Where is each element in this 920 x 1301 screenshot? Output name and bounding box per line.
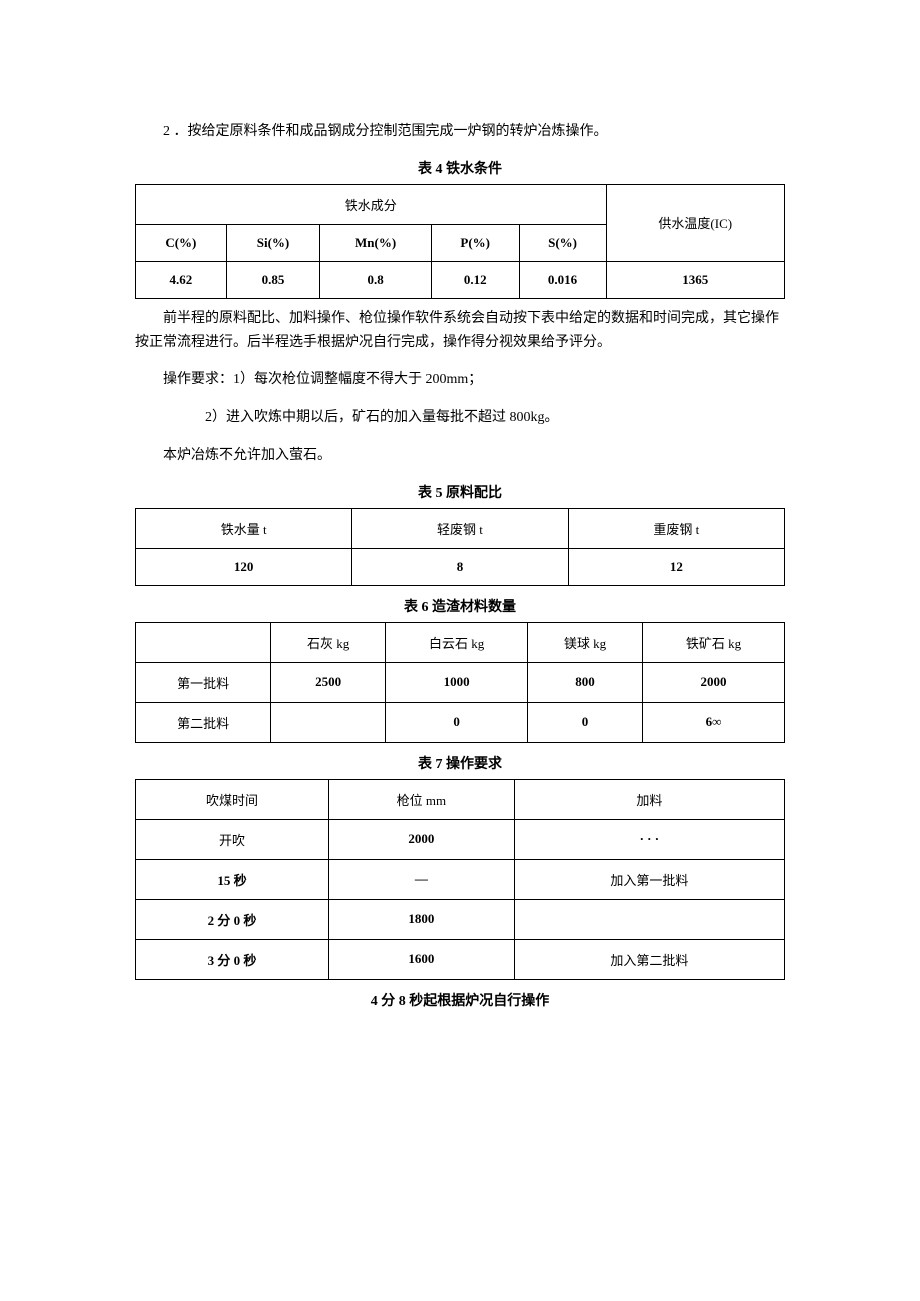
table5-c0: 120 [136, 548, 352, 585]
table5-h1: 轻废钢 t [352, 508, 568, 548]
table6-h4: 铁矿石 kg [643, 622, 785, 662]
table4-h4: S(%) [519, 224, 606, 261]
table4-h2: Mn(%) [320, 224, 432, 261]
table7-caption: 表 7 操作要求 [135, 753, 785, 773]
table5-h0: 铁水量 t [136, 508, 352, 548]
table6-r1c0: 第二批料 [136, 702, 271, 742]
table6-r0c0: 第一批料 [136, 662, 271, 702]
table7-r2c2 [514, 899, 784, 939]
table5-h2: 重废钢 t [568, 508, 784, 548]
table7-h0: 吹煤时间 [136, 779, 329, 819]
table5-caption: 表 5 原料配比 [135, 482, 785, 502]
desc-paragraph: 前半程的原料配比、加料操作、枪位操作软件系统会自动按下表中给定的数据和时间完成，… [135, 307, 785, 355]
table6-h2: 白云石 kg [386, 622, 528, 662]
table6-r1c3: 0 [528, 702, 643, 742]
table4-c0: 4.62 [136, 261, 227, 298]
table4: 铁水成分 供水温度(IC) C(%) Si(%) Mn(%) P(%) S(%)… [135, 184, 785, 299]
table4-c2: 0.8 [320, 261, 432, 298]
table5-c1: 8 [352, 548, 568, 585]
table6-r1c2: 0 [386, 702, 528, 742]
table7-r0c2: · · · [514, 819, 784, 859]
table5: 铁水量 t 轻废钢 t 重废钢 t 120 8 12 [135, 508, 785, 586]
table4-temp-header: 供水温度(IC) [606, 184, 784, 261]
table7-r3c1: 1600 [329, 939, 515, 979]
note-paragraph: 本炉冶炼不允许加入萤石。 [135, 444, 785, 468]
table4-c1: 0.85 [226, 261, 320, 298]
table6-r0c4: 2000 [643, 662, 785, 702]
table7-r0c1: 2000 [329, 819, 515, 859]
table5-c2: 12 [568, 548, 784, 585]
table6-r0c3: 800 [528, 662, 643, 702]
table4-h1: Si(%) [226, 224, 320, 261]
table4-c4: 0.016 [519, 261, 606, 298]
table4-h0: C(%) [136, 224, 227, 261]
table6-h3: 镁球 kg [528, 622, 643, 662]
req-paragraph-2: 2）进入吹炼中期以后，矿石的加入量每批不超过 800kg。 [135, 406, 785, 430]
table4-caption: 表 4 铁水条件 [135, 158, 785, 178]
table6: 石灰 kg 白云石 kg 镁球 kg 铁矿石 kg 第一批料 2500 1000… [135, 622, 785, 743]
table4-c5: 1365 [606, 261, 784, 298]
table6-h0 [136, 622, 271, 662]
table6-r1c4: 6∞ [643, 702, 785, 742]
table7-h2: 加料 [514, 779, 784, 819]
table7-h1: 枪位 mm [329, 779, 515, 819]
table7-r3c0: 3 分 0 秒 [136, 939, 329, 979]
table4-c3: 0.12 [431, 261, 519, 298]
table7-r2c1: 1800 [329, 899, 515, 939]
table7-r0c0: 开吹 [136, 819, 329, 859]
table7-footer: 4 分 8 秒起根据炉况自行操作 [135, 990, 785, 1010]
table7: 吹煤时间 枪位 mm 加料 开吹 2000 · · · 15 秒 — 加入第一批… [135, 779, 785, 980]
table6-r1c1 [271, 702, 386, 742]
table7-r1c0: 15 秒 [136, 859, 329, 899]
table6-h1: 石灰 kg [271, 622, 386, 662]
table6-r0c1: 2500 [271, 662, 386, 702]
table7-r1c2: 加入第一批料 [514, 859, 784, 899]
table7-r3c2: 加入第二批料 [514, 939, 784, 979]
table7-r2c0: 2 分 0 秒 [136, 899, 329, 939]
table6-caption: 表 6 造渣材料数量 [135, 596, 785, 616]
req-paragraph-1: 操作要求：1）每次枪位调整幅度不得大于 200mm； [135, 368, 785, 392]
table7-r1c1: — [329, 859, 515, 899]
table4-group-header: 铁水成分 [136, 184, 607, 224]
intro-paragraph: 2 ．按给定原料条件和成品钢成分控制范围完成一炉钢的转炉冶炼操作。 [135, 120, 785, 144]
table6-r0c2: 1000 [386, 662, 528, 702]
table4-h3: P(%) [431, 224, 519, 261]
